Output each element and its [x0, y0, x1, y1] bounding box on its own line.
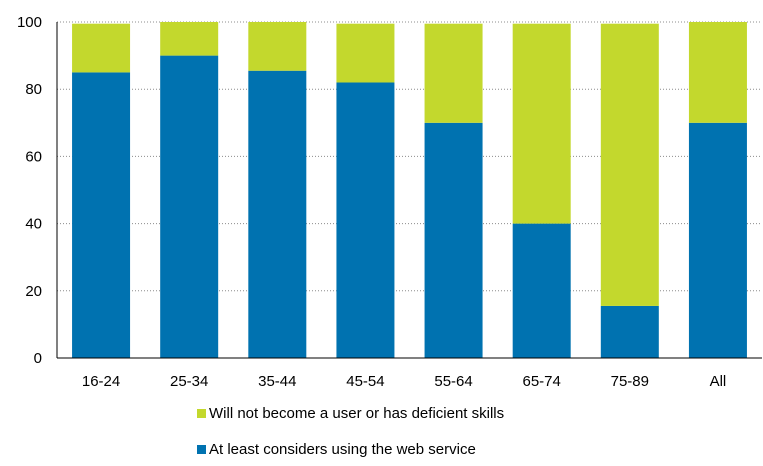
axes: 0 20 40 60 80 100 16-24 25-34 35-44 45-54 55-64 65-…: [17, 14, 762, 390]
bars: [72, 22, 747, 359]
bar-35-44-series-2: [248, 22, 307, 71]
bar-16-24-series-1: [72, 72, 131, 359]
legend-label-1: Will not become a user or has deficient …: [209, 405, 504, 422]
bar-55-64-series-1: [424, 122, 483, 358]
bar-All-series-2: [688, 22, 747, 123]
y-tick-label-20: 20: [25, 283, 42, 300]
bar-25-34-series-1: [160, 55, 219, 358]
x-tick-label-55-64: 55-64: [434, 373, 472, 390]
x-tick-label-35-44: 35-44: [258, 373, 296, 390]
y-tick-label-100: 100: [17, 14, 42, 31]
bar-45-54-series-1: [336, 82, 395, 358]
y-tick-label-40: 40: [25, 216, 42, 233]
legend-label-2: At least considers using the web service: [209, 441, 476, 458]
bar-75-89-series-1: [600, 305, 659, 358]
bar-25-34-series-2: [160, 22, 219, 56]
bar-65-74-series-2: [512, 23, 571, 224]
x-tick-label-45-54: 45-54: [346, 373, 384, 390]
y-tick-label-0: 0: [34, 350, 42, 367]
x-tick-label-25-34: 25-34: [170, 373, 208, 390]
y-tick-label-60: 60: [25, 148, 42, 165]
bar-35-44-series-1: [248, 70, 307, 358]
x-tick-label-75-89: 75-89: [611, 373, 649, 390]
bar-65-74-series-1: [512, 223, 571, 358]
bar-75-89-series-2: [600, 23, 659, 306]
legend: Will not become a user or has deficient …: [197, 405, 504, 458]
bar-55-64-series-2: [424, 23, 483, 123]
bar-16-24-series-2: [72, 23, 131, 73]
x-tick-label-65-74: 65-74: [523, 373, 561, 390]
bar-45-54-series-2: [336, 23, 395, 83]
legend-swatch-2: [197, 445, 206, 454]
bar-All-series-1: [688, 122, 747, 358]
y-tick-label-80: 80: [25, 81, 42, 98]
x-tick-label-All: All: [710, 373, 727, 390]
x-tick-label-16-24: 16-24: [82, 373, 120, 390]
legend-swatch-1: [197, 409, 206, 418]
